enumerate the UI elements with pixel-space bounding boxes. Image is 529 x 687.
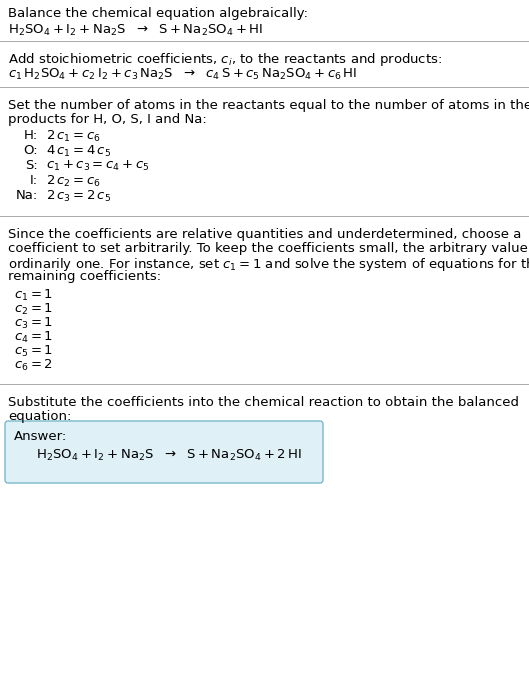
- Text: $c_1\,\mathrm{H_2SO_4} + c_2\,\mathrm{I_2} + c_3\,\mathrm{Na_2S}$  $\rightarrow$: $c_1\,\mathrm{H_2SO_4} + c_2\,\mathrm{I_…: [8, 67, 358, 82]
- Text: $2\,c_3 = 2\,c_5$: $2\,c_3 = 2\,c_5$: [46, 189, 111, 204]
- Text: $c_3 = 1$: $c_3 = 1$: [14, 316, 53, 331]
- Text: $c_6 = 2$: $c_6 = 2$: [14, 358, 53, 373]
- Text: Add stoichiometric coefficients, $c_i$, to the reactants and products:: Add stoichiometric coefficients, $c_i$, …: [8, 51, 442, 68]
- FancyBboxPatch shape: [5, 421, 323, 483]
- Text: products for H, O, S, I and Na:: products for H, O, S, I and Na:: [8, 113, 207, 126]
- Text: $4\,c_1 = 4\,c_5$: $4\,c_1 = 4\,c_5$: [46, 144, 111, 159]
- Text: $c_1 + c_3 = c_4 + c_5$: $c_1 + c_3 = c_4 + c_5$: [46, 159, 150, 173]
- Text: $\mathrm{H_2SO_4 + I_2 + Na_2S}$  $\rightarrow$  $\mathrm{S + Na_2SO_4 + 2\,HI}$: $\mathrm{H_2SO_4 + I_2 + Na_2S}$ $\right…: [36, 448, 302, 463]
- Text: $c_2 = 1$: $c_2 = 1$: [14, 302, 53, 317]
- Text: Substitute the coefficients into the chemical reaction to obtain the balanced: Substitute the coefficients into the che…: [8, 396, 519, 409]
- Text: O:: O:: [23, 144, 38, 157]
- Text: ordinarily one. For instance, set $c_1 = 1$ and solve the system of equations fo: ordinarily one. For instance, set $c_1 =…: [8, 256, 529, 273]
- Text: $\mathrm{H_2SO_4 + I_2 + Na_2S}$  $\rightarrow$  $\mathrm{S + Na_2SO_4 + HI}$: $\mathrm{H_2SO_4 + I_2 + Na_2S}$ $\right…: [8, 23, 263, 38]
- Text: Answer:: Answer:: [14, 430, 67, 443]
- Text: Set the number of atoms in the reactants equal to the number of atoms in the: Set the number of atoms in the reactants…: [8, 99, 529, 112]
- Text: $c_4 = 1$: $c_4 = 1$: [14, 330, 53, 345]
- Text: coefficient to set arbitrarily. To keep the coefficients small, the arbitrary va: coefficient to set arbitrarily. To keep …: [8, 242, 529, 255]
- Text: Since the coefficients are relative quantities and underdetermined, choose a: Since the coefficients are relative quan…: [8, 228, 522, 241]
- Text: Na:: Na:: [16, 189, 38, 202]
- Text: S:: S:: [25, 159, 38, 172]
- Text: $c_1 = 1$: $c_1 = 1$: [14, 288, 53, 303]
- Text: remaining coefficients:: remaining coefficients:: [8, 270, 161, 283]
- Text: H:: H:: [24, 129, 38, 142]
- Text: equation:: equation:: [8, 410, 71, 423]
- Text: I:: I:: [30, 174, 38, 187]
- Text: $c_5 = 1$: $c_5 = 1$: [14, 344, 53, 359]
- Text: $2\,c_2 = c_6$: $2\,c_2 = c_6$: [46, 174, 101, 189]
- Text: Balance the chemical equation algebraically:: Balance the chemical equation algebraica…: [8, 7, 308, 20]
- Text: $2\,c_1 = c_6$: $2\,c_1 = c_6$: [46, 129, 101, 144]
